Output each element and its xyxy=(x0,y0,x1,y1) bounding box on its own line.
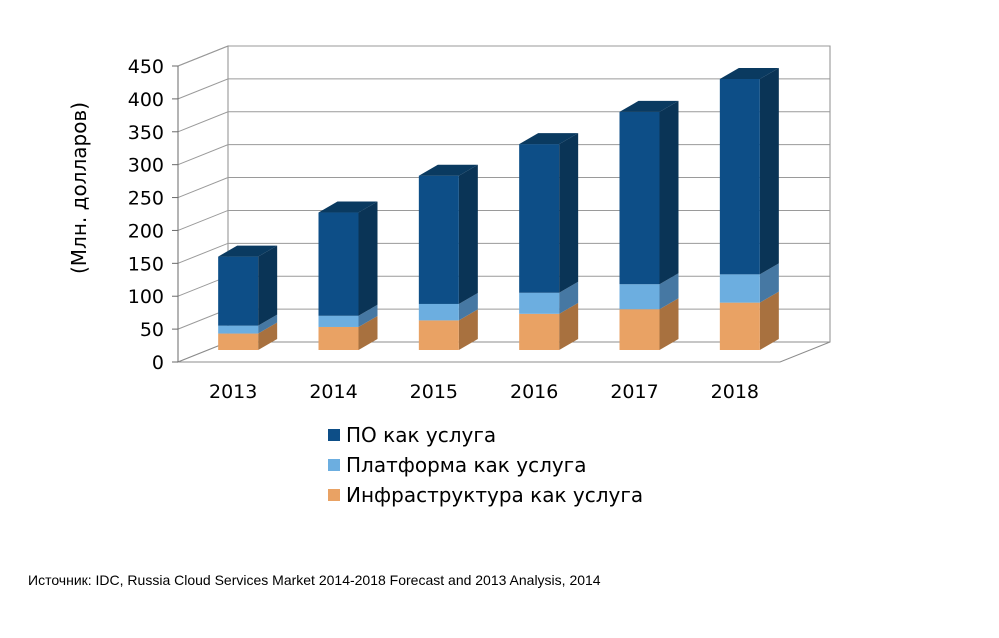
source-note: Источник: IDC, Russia Cloud Services Mar… xyxy=(28,572,601,588)
bar-side-2018-2 xyxy=(759,67,779,275)
bar-segment xyxy=(218,333,259,350)
y-tick-label: 50 xyxy=(140,319,164,341)
bar-side-2016-1 xyxy=(559,281,579,314)
legend-label: Платформа как услуга xyxy=(346,453,586,477)
y-tick-label: 100 xyxy=(128,286,164,308)
y-axis-ticks: 0 50 100 150 200 250 300 350 400 450 xyxy=(128,56,179,374)
bar-segment xyxy=(318,315,359,327)
bar-top-2016 xyxy=(519,133,579,145)
legend-label: Инфраструктура как услуга xyxy=(346,483,643,507)
bar-side-2017-1 xyxy=(659,273,679,310)
x-tick-label: 2013 xyxy=(209,381,257,403)
bar-side-2013-0 xyxy=(258,322,278,350)
legend-swatch xyxy=(328,459,340,471)
bar-side-2016-2 xyxy=(559,133,579,293)
bar-segment xyxy=(218,256,259,326)
y-tick-label: 150 xyxy=(128,253,164,275)
y-tick-label: 250 xyxy=(128,188,164,210)
bar-side-2013-1 xyxy=(258,314,278,334)
x-tick-label: 2018 xyxy=(711,381,759,403)
bar-top-2014 xyxy=(318,201,378,213)
bar-segment xyxy=(719,274,760,303)
bar-segment xyxy=(519,313,560,350)
bar-side-2015-1 xyxy=(458,292,478,321)
bar-stack-2015 xyxy=(418,164,478,350)
bar-top-2018 xyxy=(719,67,779,79)
bar-segment xyxy=(218,325,259,334)
bar-segment xyxy=(318,212,359,316)
legend-swatch xyxy=(328,429,340,441)
bar-segment xyxy=(619,309,660,350)
gridline xyxy=(177,78,830,100)
bars xyxy=(218,67,779,350)
bar-segment xyxy=(619,284,660,310)
gridline xyxy=(177,45,830,67)
bar-side-2014-0 xyxy=(358,315,378,350)
y-tick-label: 400 xyxy=(128,89,164,111)
bar-stack-2017 xyxy=(619,100,679,350)
y-tick-label: 450 xyxy=(128,56,164,78)
bar-stack-2018 xyxy=(719,67,779,350)
bar-side-2017-0 xyxy=(659,298,679,350)
bar-side-2018-1 xyxy=(759,263,779,303)
x-tick-label: 2014 xyxy=(309,381,357,403)
bar-segment xyxy=(318,326,359,350)
bar-top-2013 xyxy=(218,245,278,257)
bar-segment xyxy=(719,302,760,350)
y-axis-label: (Млн. долларов) xyxy=(67,102,91,274)
bar-side-2018-0 xyxy=(759,291,779,350)
x-tick-label: 2015 xyxy=(410,381,458,403)
bar-stack-2013 xyxy=(218,245,278,350)
bar-top-2017 xyxy=(619,100,679,112)
y-tick-label: 0 xyxy=(152,352,164,374)
y-tick-label: 350 xyxy=(128,122,164,144)
bar-segment xyxy=(418,320,459,350)
bar-segment xyxy=(418,175,459,304)
bar-side-2016-0 xyxy=(559,302,579,350)
legend: ПО как услуга Платформа как услуга Инфраст… xyxy=(328,423,643,507)
legend-label: ПО как услуга xyxy=(346,423,496,447)
bar-segment xyxy=(519,292,560,314)
bar-side-2015-2 xyxy=(458,164,478,304)
bar-top-2015 xyxy=(418,164,478,176)
bar-segment xyxy=(418,303,459,321)
x-axis-ticks: 2013 2014 2015 2016 2017 2018 xyxy=(209,381,759,403)
bar-segment xyxy=(719,78,760,275)
bar-segment xyxy=(619,111,660,285)
bar-side-2014-1 xyxy=(358,304,378,327)
legend-swatch xyxy=(328,489,340,501)
bar-side-2013-2 xyxy=(258,245,278,326)
bar-stack-2014 xyxy=(318,201,378,350)
x-tick-label: 2016 xyxy=(510,381,558,403)
bar-side-2015-0 xyxy=(458,309,478,350)
x-tick-label: 2017 xyxy=(610,381,658,403)
bar-stack-2016 xyxy=(519,133,579,350)
y-tick-label: 200 xyxy=(128,220,164,242)
bar-side-2017-2 xyxy=(659,100,679,285)
stacked-3d-bar-chart: 0 50 100 150 200 250 300 350 400 450 2013 2014 2015… xyxy=(67,45,831,507)
bar-segment xyxy=(519,144,560,293)
y-tick-label: 300 xyxy=(128,155,164,177)
bar-side-2014-2 xyxy=(358,201,378,316)
